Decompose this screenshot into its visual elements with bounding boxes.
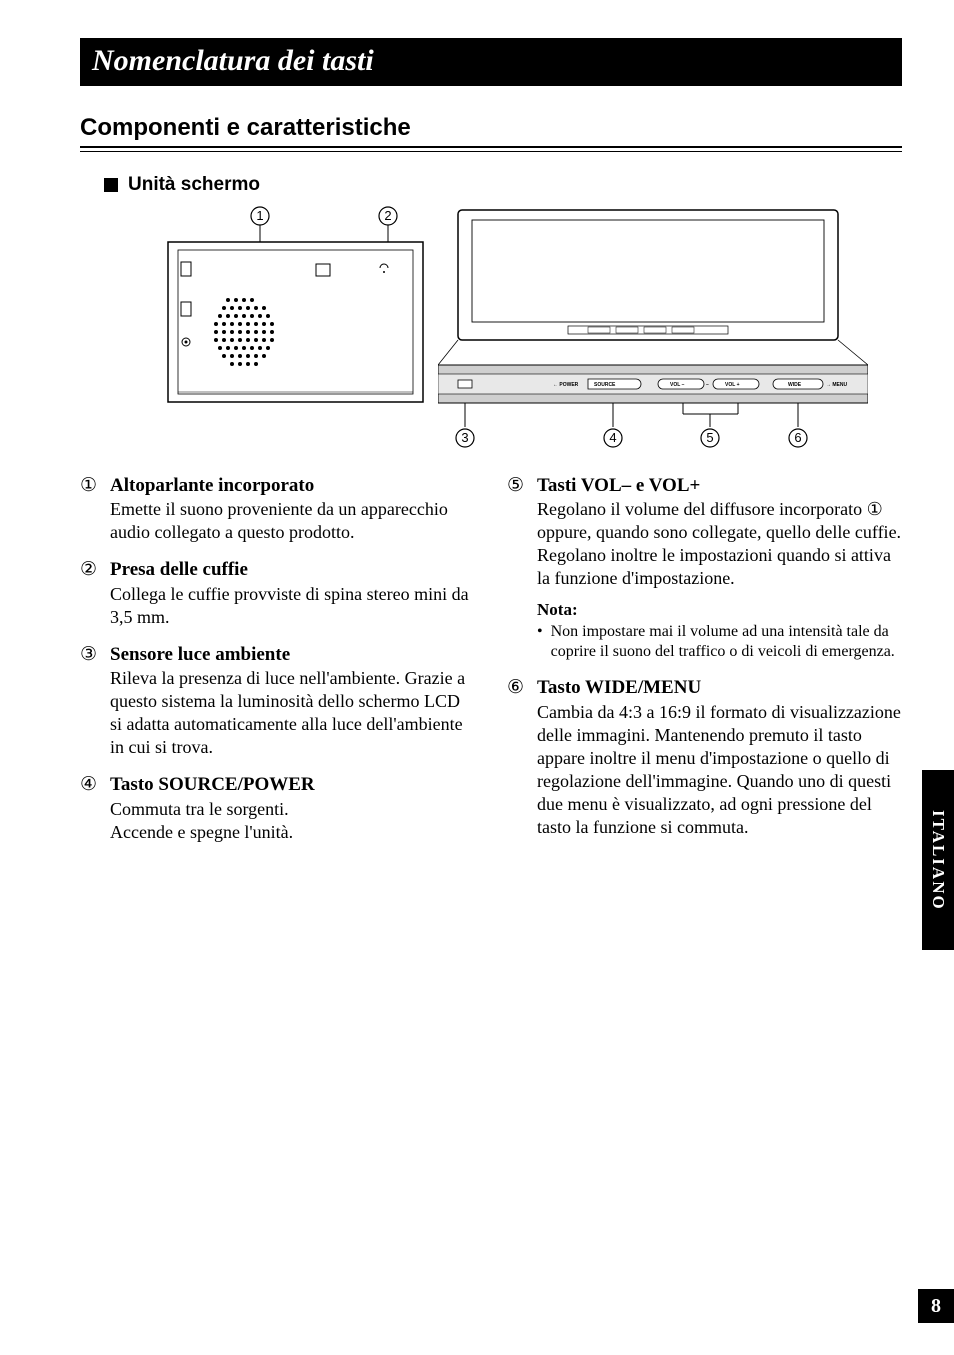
page-number: 8 [918,1289,954,1323]
item-2: ② Presa delle cuffie Collega le cuffie p… [80,558,475,628]
svg-text:2: 2 [384,208,391,223]
svg-text:SOURCE: SOURCE [594,382,616,388]
right-column: ⑤ Tasti VOL– e VOL+ Regolano il volume d… [507,474,902,844]
item-5: ⑤ Tasti VOL– e VOL+ Regolano il volume d… [507,474,902,590]
language-tab: ITALIANO [922,770,954,950]
svg-text:4: 4 [609,430,616,445]
svg-text:→ MENU: → MENU [826,382,848,388]
svg-text:6: 6 [794,430,801,445]
item-4: ④ Tasto SOURCE/POWER Commuta tra le sorg… [80,773,475,843]
svg-text:3: 3 [461,430,468,445]
unit-label: Unità schermo [128,174,260,196]
item-title: Tasti VOL– e VOL+ [537,474,902,498]
svg-text:–: – [706,382,709,388]
item-number: ④ [80,773,102,797]
item-6: ⑥ Tasto WIDE/MENU Cambia da 4:3 a 16:9 i… [507,676,902,839]
svg-text:1: 1 [256,208,263,223]
item-title: Altoparlante incorporato [110,474,475,498]
left-column: ① Altoparlante incorporato Emette il suo… [80,474,475,844]
item-title: Sensore luce ambiente [110,643,475,667]
item-number: ③ [80,643,102,667]
svg-text:5: 5 [706,430,713,445]
item-3: ③ Sensore luce ambiente Rileva la presen… [80,643,475,759]
section-title-banner: Nomenclatura dei tasti [80,38,902,86]
item-title: Presa delle cuffie [110,558,475,582]
subheading: Componenti e caratteristiche [80,114,902,148]
item-body: Cambia da 4:3 a 16:9 il formato di visua… [537,701,902,839]
item-number: ① [80,474,102,498]
item-body: Collega le cuffie provviste di spina ste… [110,583,475,629]
svg-text:← POWER: ← POWER [553,382,579,388]
item-body: Rileva la presenza di luce nell'ambiente… [110,667,475,759]
note-body: • Non impostare mai il volume ad una int… [537,622,902,662]
svg-text:VOL +: VOL + [725,382,740,388]
svg-text:WIDE: WIDE [788,382,802,388]
item-body: Regolano il volume del diffusore incorpo… [537,498,902,590]
content-columns: ① Altoparlante incorporato Emette il suo… [80,474,902,844]
item-body: Emette il suono proveniente da un appare… [110,498,475,544]
item-title: Tasto WIDE/MENU [537,676,902,700]
square-bullet-icon [104,178,118,192]
diagram-row: 1 2 [128,202,902,462]
item-number: ② [80,558,102,582]
diagram-speaker-unit: 1 2 [128,202,428,432]
item-title: Tasto SOURCE/POWER [110,773,475,797]
item-number: ⑤ [507,474,529,498]
item-1: ① Altoparlante incorporato Emette il suo… [80,474,475,544]
item-number: ⑥ [507,676,529,700]
bullet-icon: • [537,622,543,642]
diagram-screen-unit: ← POWER SOURCE VOL − – VOL + WIDE → MENU… [438,202,868,462]
note-text: Non impostare mai il volume ad una inten… [551,622,902,662]
note-title: Nota: [537,600,902,620]
svg-text:VOL −: VOL − [670,382,685,388]
unit-label-row: Unità schermo [104,174,902,196]
item-body: Commuta tra le sorgenti. Accende e spegn… [110,798,475,844]
